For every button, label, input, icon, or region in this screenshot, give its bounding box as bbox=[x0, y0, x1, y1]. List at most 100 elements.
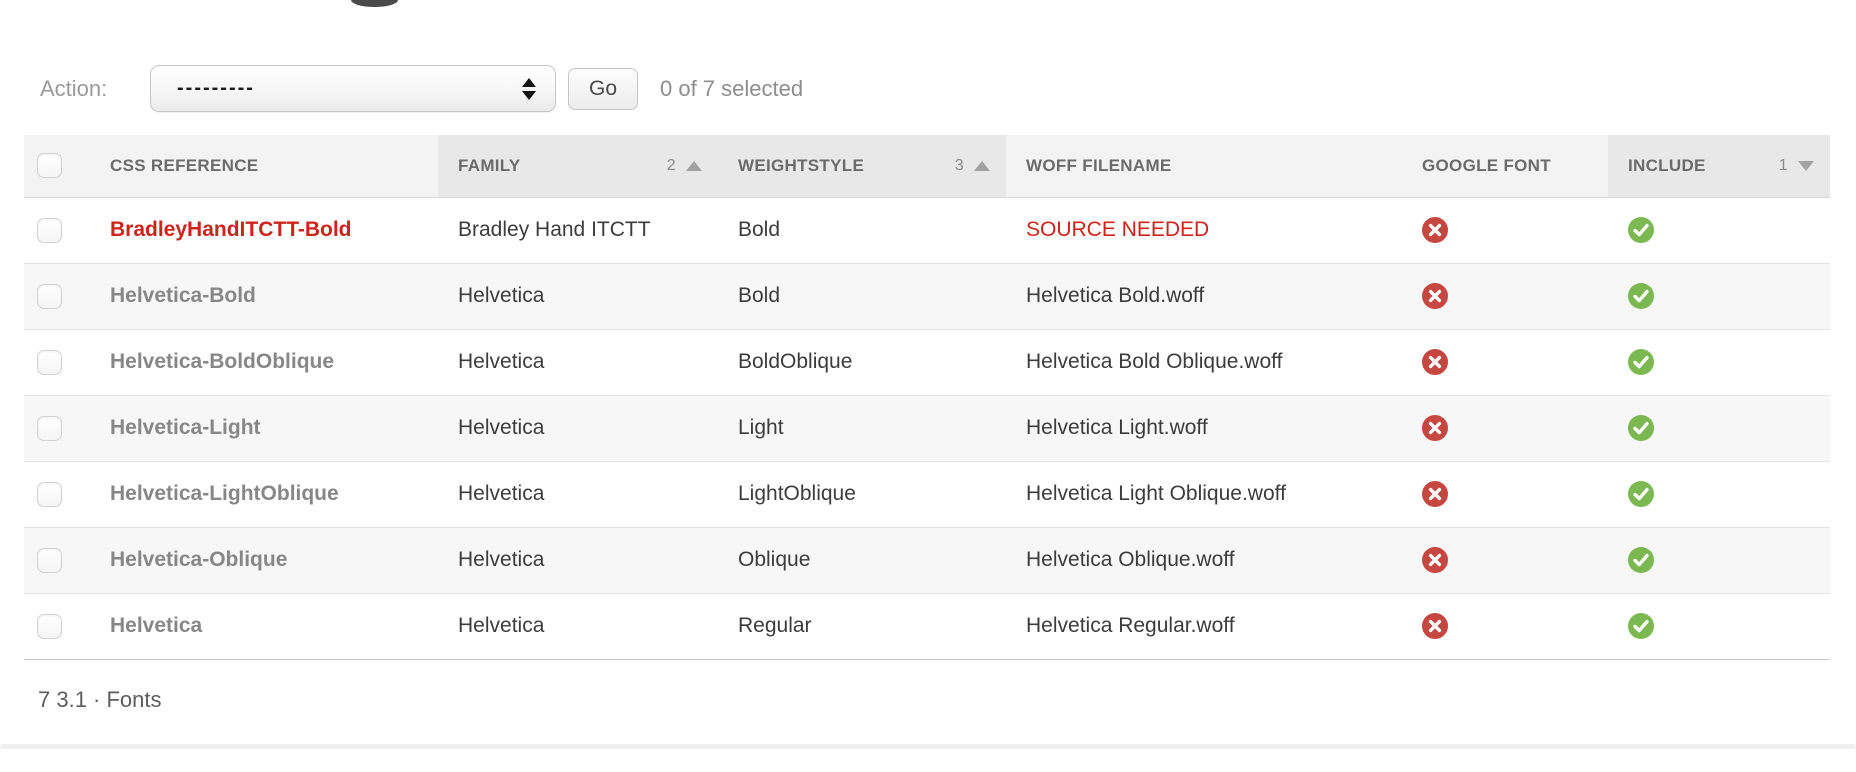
table-header-row: CSS REFERENCE FAMILY 2 WEIGHTSTYLE bbox=[24, 135, 1830, 198]
family-cell: Helvetica bbox=[438, 527, 718, 594]
row-checkbox[interactable] bbox=[37, 349, 62, 375]
check-icon bbox=[1628, 481, 1654, 507]
css-reference-link[interactable]: Helvetica-Oblique bbox=[110, 548, 288, 571]
css-reference-link[interactable]: BradleyHandITCTT-Bold bbox=[110, 218, 352, 241]
action-select[interactable]: --------- bbox=[150, 65, 556, 112]
column-header-css-reference[interactable]: CSS REFERENCE bbox=[90, 135, 438, 198]
table-row: Helvetica-BoldOblique Helvetica BoldObli… bbox=[24, 329, 1830, 396]
check-icon bbox=[1628, 547, 1654, 573]
go-button[interactable]: Go bbox=[568, 68, 638, 110]
select-spinner-icon bbox=[522, 77, 536, 100]
row-checkbox-cell bbox=[24, 395, 90, 462]
sort-priority: 3 bbox=[954, 156, 964, 174]
cross-icon bbox=[1422, 283, 1448, 309]
css-reference-cell: BradleyHandITCTT-Bold bbox=[90, 197, 438, 264]
header-select-all-cell bbox=[24, 135, 90, 198]
family-cell: Helvetica bbox=[438, 593, 718, 660]
woff-filename-cell: Helvetica Bold.woff bbox=[1006, 263, 1402, 330]
row-checkbox[interactable] bbox=[37, 613, 62, 639]
weightstyle-cell: BoldOblique bbox=[718, 329, 1006, 396]
action-label: Action: bbox=[40, 76, 108, 101]
row-checkbox-cell bbox=[24, 593, 90, 660]
column-header-include[interactable]: INCLUDE 1 bbox=[1608, 135, 1830, 198]
sort-indicator[interactable]: 2 bbox=[667, 157, 702, 175]
table-row: BradleyHandITCTT-Bold Bradley Hand ITCTT… bbox=[24, 197, 1830, 264]
google-font-cell bbox=[1402, 329, 1608, 396]
table-row: Helvetica-Light Helvetica Light Helvetic… bbox=[24, 395, 1830, 462]
cross-icon bbox=[1422, 547, 1448, 573]
weightstyle-cell: Bold bbox=[718, 263, 1006, 330]
row-checkbox[interactable] bbox=[37, 547, 62, 573]
woff-filename-cell: Helvetica Light Oblique.woff bbox=[1006, 461, 1402, 528]
css-reference-link[interactable]: Helvetica bbox=[110, 614, 203, 637]
cross-icon bbox=[1422, 415, 1448, 441]
column-header-family[interactable]: FAMILY 2 bbox=[438, 135, 718, 198]
woff-filename-cell: Helvetica Light.woff bbox=[1006, 395, 1402, 462]
google-font-cell bbox=[1402, 461, 1608, 528]
css-reference-cell: Helvetica bbox=[90, 593, 438, 660]
column-header-weightstyle[interactable]: WEIGHTSTYLE 3 bbox=[718, 135, 1006, 198]
css-reference-link[interactable]: Helvetica-BoldOblique bbox=[110, 350, 335, 373]
column-label: FAMILY bbox=[458, 155, 521, 175]
column-label: WEIGHTSTYLE bbox=[738, 155, 865, 175]
sort-asc-icon bbox=[686, 160, 702, 171]
google-font-cell bbox=[1402, 527, 1608, 594]
check-icon bbox=[1628, 217, 1654, 243]
row-checkbox[interactable] bbox=[37, 217, 62, 243]
spinner-down-icon bbox=[522, 90, 536, 100]
weightstyle-cell: Bold bbox=[718, 197, 1006, 264]
css-reference-cell: Helvetica-Light bbox=[90, 395, 438, 462]
css-reference-link[interactable]: Helvetica-Light bbox=[110, 416, 261, 439]
column-label: GOOGLE FONT bbox=[1422, 155, 1551, 175]
google-font-cell bbox=[1402, 263, 1608, 330]
woff-filename-cell: Helvetica Regular.woff bbox=[1006, 593, 1402, 660]
woff-filename-cell: Helvetica Bold Oblique.woff bbox=[1006, 329, 1402, 396]
fonts-table: CSS REFERENCE FAMILY 2 WEIGHTSTYLE bbox=[24, 135, 1830, 660]
css-reference-cell: Helvetica-LightOblique bbox=[90, 461, 438, 528]
woff-filename-cell: Helvetica Oblique.woff bbox=[1006, 527, 1402, 594]
row-checkbox[interactable] bbox=[37, 283, 62, 309]
row-checkbox-cell bbox=[24, 461, 90, 528]
row-checkbox[interactable] bbox=[37, 481, 62, 507]
sort-priority: 1 bbox=[1778, 156, 1788, 174]
table-row: Helvetica-Bold Helvetica Bold Helvetica … bbox=[24, 263, 1830, 330]
check-icon bbox=[1628, 283, 1654, 309]
sort-indicator[interactable]: 3 bbox=[955, 157, 990, 175]
check-icon bbox=[1628, 613, 1654, 639]
include-cell bbox=[1608, 593, 1830, 660]
css-reference-cell: Helvetica-BoldOblique bbox=[90, 329, 438, 396]
css-reference-link[interactable]: Helvetica-LightOblique bbox=[110, 482, 339, 505]
column-label: WOFF FILENAME bbox=[1026, 155, 1172, 175]
check-icon bbox=[1628, 415, 1654, 441]
clipped-heading-fragment bbox=[351, 0, 398, 7]
column-header-google-font[interactable]: GOOGLE FONT bbox=[1402, 135, 1608, 198]
sort-priority: 2 bbox=[666, 156, 676, 174]
table-row: Helvetica-Oblique Helvetica Oblique Helv… bbox=[24, 527, 1830, 594]
weightstyle-cell: LightOblique bbox=[718, 461, 1006, 528]
css-reference-cell: Helvetica-Bold bbox=[90, 263, 438, 330]
sort-indicator[interactable]: 1 bbox=[1779, 157, 1814, 175]
column-header-woff-filename[interactable]: WOFF FILENAME bbox=[1006, 135, 1402, 198]
row-checkbox-cell bbox=[24, 329, 90, 396]
include-cell bbox=[1608, 263, 1830, 330]
google-font-cell bbox=[1402, 593, 1608, 660]
include-cell bbox=[1608, 461, 1830, 528]
row-checkbox[interactable] bbox=[37, 415, 62, 441]
include-cell bbox=[1608, 527, 1830, 594]
action-select-value: --------- bbox=[177, 77, 255, 99]
row-checkbox-cell bbox=[24, 197, 90, 264]
row-checkbox-cell bbox=[24, 527, 90, 594]
family-cell: Helvetica bbox=[438, 395, 718, 462]
select-all-checkbox[interactable] bbox=[37, 153, 62, 179]
google-font-cell bbox=[1402, 395, 1608, 462]
cross-icon bbox=[1422, 481, 1448, 507]
weightstyle-cell: Oblique bbox=[718, 527, 1006, 594]
weightstyle-cell: Regular bbox=[718, 593, 1006, 660]
css-reference-link[interactable]: Helvetica-Bold bbox=[110, 284, 256, 307]
table-row: Helvetica-LightOblique Helvetica LightOb… bbox=[24, 461, 1830, 528]
family-cell: Helvetica bbox=[438, 329, 718, 396]
sort-asc-icon bbox=[974, 160, 990, 171]
family-cell: Helvetica bbox=[438, 263, 718, 330]
cross-icon bbox=[1422, 613, 1448, 639]
cross-icon bbox=[1422, 349, 1448, 375]
